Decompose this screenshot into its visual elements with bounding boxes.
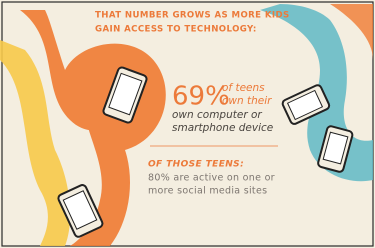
headline: THAT NUMBER GROWS AS MORE KIDS [95,11,290,21]
stat-heading: OF THOSE TEENS: [148,160,244,170]
headline: GAIN ACCESS TO TECHNOLOGY: [95,25,257,35]
stat-text: more social media sites [148,186,267,197]
infographic: THAT NUMBER GROWS AS MORE KIDS GAIN ACCE… [0,0,375,248]
stat-text: own computer or [172,109,262,121]
stat-text: own their [222,95,272,107]
stat-text: of teens [222,82,265,94]
stat-text: smartphone device [172,122,273,134]
stat-text: 80% are active on one or [148,173,275,184]
